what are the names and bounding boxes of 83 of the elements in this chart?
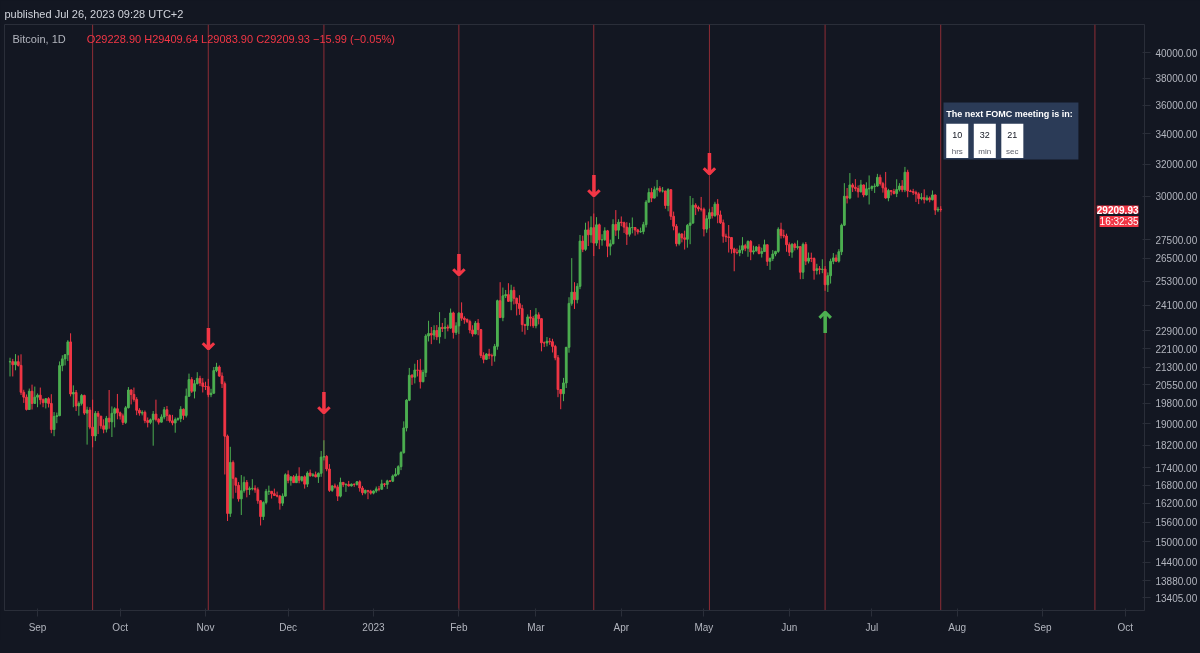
- y-tick-label: 25300.00: [1155, 276, 1198, 288]
- candlestick: [785, 233, 788, 253]
- candlestick: [595, 216, 598, 247]
- y-tick-label: 15600.00: [1155, 517, 1198, 529]
- candlestick: [619, 215, 623, 227]
- x-tick-label: Sep: [28, 621, 47, 633]
- x-tick-label: May: [694, 621, 714, 633]
- y-tick-label: 27500.00: [1155, 234, 1198, 246]
- candlestick: [933, 194, 937, 216]
- candlestick: [110, 405, 114, 438]
- y-tick-label: 18200.00: [1155, 440, 1198, 452]
- x-tick-label: Oct: [1117, 621, 1134, 633]
- candlestick: [237, 481, 240, 503]
- y-tick-label: 21300.00: [1155, 362, 1198, 374]
- annotation: ↑: [812, 304, 838, 340]
- y-tick-label: 20550.00: [1155, 379, 1198, 391]
- annotation: 21: [1007, 130, 1018, 141]
- annotation: ↓: [696, 146, 722, 182]
- annotation: 10: [952, 130, 963, 141]
- y-tick-label: 15000.00: [1155, 536, 1198, 548]
- text: published Jul 26, 2023 09:28 UTC+2: [4, 7, 184, 20]
- annotation: ↓: [446, 248, 472, 284]
- y-tick-label: 24100.00: [1155, 300, 1198, 312]
- annotation: min: [978, 146, 992, 156]
- annotation: sec: [1006, 146, 1019, 156]
- x-tick-label: Jun: [781, 621, 798, 633]
- y-tick-label: 26500.00: [1155, 253, 1198, 265]
- y-tick-label: 38000.00: [1155, 73, 1198, 85]
- y-tick-label: 30000.00: [1155, 191, 1198, 203]
- text: O29228.90 H29409.64 L29083.90 C29209.93 −15.99 (−0.05%): [86, 32, 395, 45]
- x-tick-label: Mar: [527, 621, 546, 633]
- candlestick: [630, 216, 634, 234]
- text: Bitcoin, 1D: [12, 32, 66, 45]
- annotation: 16:32:35: [1099, 216, 1139, 228]
- candlestick: [688, 195, 692, 245]
- y-tick-label: 36000.00: [1155, 100, 1198, 112]
- y-tick-label: 22900.00: [1155, 325, 1198, 337]
- annotation: ↓: [581, 168, 607, 204]
- candlestick: [66, 339, 70, 362]
- x-tick-label: Dec: [279, 621, 298, 633]
- y-tick-label: 16200.00: [1155, 498, 1198, 510]
- candlestick: [286, 469, 290, 484]
- x-tick-label: Jul: [865, 621, 879, 633]
- x-tick-label: Sep: [1033, 621, 1052, 633]
- candlestick: [71, 384, 75, 408]
- candlestick: [193, 379, 196, 399]
- y-tick-label: 14400.00: [1155, 557, 1198, 569]
- candlestick: [490, 353, 494, 367]
- annotation: The next FOMC meeting is in:: [946, 108, 1073, 119]
- candlestick: [765, 244, 769, 267]
- candlestick: [410, 373, 414, 386]
- candlestick: [154, 399, 158, 422]
- candlestick: [589, 215, 593, 244]
- y-tick-label: 34000.00: [1155, 128, 1198, 140]
- y-tick-label: 19800.00: [1155, 398, 1198, 410]
- x-tick-label: Feb: [450, 621, 468, 633]
- x-tick-label: Aug: [948, 621, 967, 633]
- x-tick-label: 2023: [362, 621, 386, 633]
- y-tick-label: 13405.00: [1155, 592, 1198, 604]
- y-tick-label: 17400.00: [1155, 462, 1198, 474]
- annotation: ↓: [311, 385, 337, 421]
- candlestick: [573, 281, 576, 310]
- y-tick-label: 22100.00: [1155, 343, 1198, 355]
- candlestick: [413, 363, 417, 384]
- annotation: ↓: [195, 322, 221, 358]
- y-tick-label: 19000.00: [1155, 418, 1198, 430]
- candlestick: [776, 226, 780, 254]
- annotation: 32: [979, 130, 990, 141]
- x-tick-label: Nov: [196, 621, 215, 633]
- candlestick: [250, 478, 254, 491]
- y-tick-label: 13880.00: [1155, 575, 1198, 587]
- y-tick-label: 40000.00: [1155, 47, 1198, 59]
- candlestick: [460, 301, 463, 322]
- candlestick: [91, 399, 95, 448]
- candlestick: [74, 389, 78, 412]
- y-tick-label: 32000.00: [1155, 159, 1198, 171]
- annotation: hrs: [951, 146, 963, 156]
- candlestick: [617, 218, 620, 240]
- x-tick-label: Apr: [613, 621, 630, 633]
- candlestick: [592, 213, 596, 257]
- y-tick-label: 16800.00: [1155, 480, 1198, 492]
- candlestick: [212, 366, 216, 395]
- x-tick-label: Oct: [112, 621, 129, 633]
